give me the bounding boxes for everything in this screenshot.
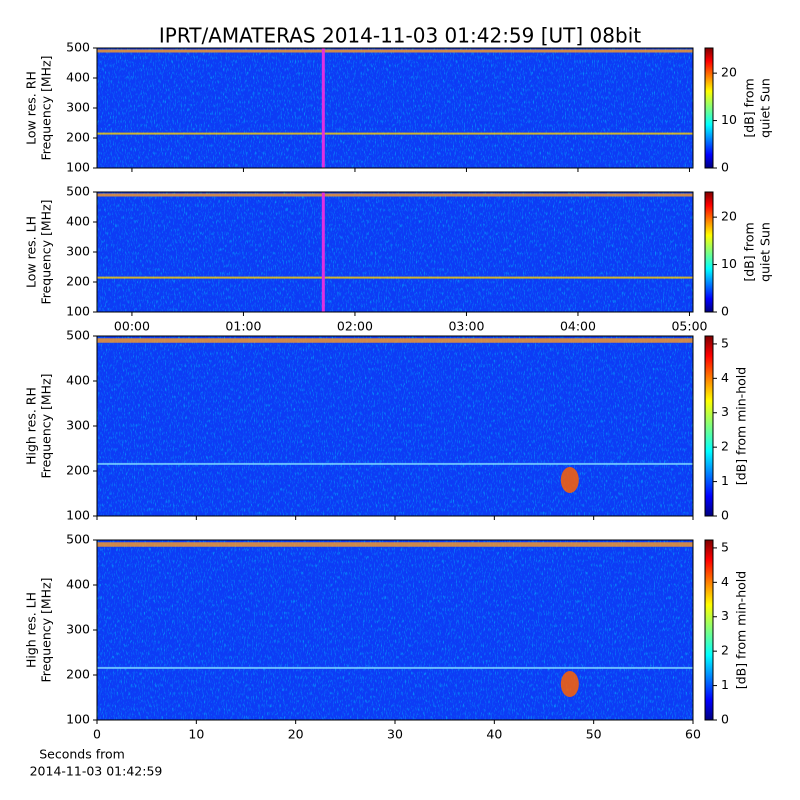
y-tick-label: 200 (66, 667, 90, 682)
burst (560, 671, 579, 697)
y-axis-label: High res. LH (24, 592, 39, 668)
colorbar-tick-label: 5 (721, 539, 729, 554)
y-axis-label: High res. RH (24, 387, 39, 465)
y-tick-label: 100 (66, 304, 90, 319)
colorbar-tick-label: 3 (721, 404, 729, 419)
band-top (97, 49, 693, 53)
spectrogram-noise (97, 48, 693, 168)
colorbar-tick-label: 10 (721, 256, 737, 271)
x-tick-label: 40 (486, 727, 502, 742)
colorbar-label: [dB] from min-hold (734, 367, 749, 485)
x-tick-label: 30 (387, 727, 403, 742)
band-top (97, 542, 693, 547)
y-tick-label: 200 (66, 130, 90, 145)
colorbar-tick-label: 3 (721, 608, 729, 623)
y-tick-label: 100 (66, 712, 90, 727)
colorbar-label: [dB] from (742, 222, 757, 281)
burst (560, 467, 579, 493)
colorbar-tick-label: 0 (721, 508, 729, 523)
y-tick-label: 400 (66, 70, 90, 85)
y-tick-label: 400 (66, 214, 90, 229)
colorbar-tick-label: 10 (721, 112, 737, 127)
y-axis-label: Low res. LH (24, 216, 39, 288)
colorbar (704, 335, 714, 517)
y-tick-label: 300 (66, 244, 90, 259)
spectrogram-noise (97, 192, 693, 312)
colorbar (704, 47, 714, 169)
colorbar-tick-label: 1 (721, 677, 729, 692)
y-tick-label: 500 (66, 40, 90, 55)
colorbar-tick-label: 5 (721, 335, 729, 350)
colorbar-tick-label: 2 (721, 439, 729, 454)
colorbar-label: [dB] from min-hold (734, 571, 749, 689)
x-tick-label: 05:00 (671, 319, 707, 334)
x-axis-label: 2014-11-03 01:42:59 (30, 764, 163, 779)
x-tick-label: 60 (685, 727, 701, 742)
spectrogram-noise (97, 540, 693, 720)
y-tick-label: 400 (66, 373, 90, 388)
x-tick-label: 00:00 (114, 319, 150, 334)
y-axis-label: Frequency [MHz] (39, 199, 54, 304)
x-tick-label: 02:00 (337, 319, 373, 334)
colorbar-tick-label: 0 (721, 160, 729, 175)
colorbar-tick-label: 2 (721, 643, 729, 658)
colorbar-tick-label: 0 (721, 712, 729, 727)
colorbar-tick-label: 0 (721, 304, 729, 319)
band-top (97, 193, 693, 197)
colorbar (704, 539, 714, 721)
x-tick-label: 10 (188, 727, 204, 742)
y-tick-label: 100 (66, 160, 90, 175)
y-tick-label: 200 (66, 463, 90, 478)
y-tick-label: 100 (66, 508, 90, 523)
colorbar-label: [dB] from (742, 78, 757, 137)
x-tick-label: 04:00 (560, 319, 596, 334)
y-axis-label: Low res. RH (24, 71, 39, 145)
colorbar-label: quiet Sun (758, 78, 773, 138)
y-axis-label: Frequency [MHz] (39, 55, 54, 160)
band-mid (97, 276, 693, 279)
y-axis-label: Frequency [MHz] (39, 373, 54, 478)
band-mid (97, 666, 693, 669)
band-top (97, 338, 693, 343)
y-tick-label: 300 (66, 418, 90, 433)
y-axis-label: Frequency [MHz] (39, 577, 54, 682)
y-tick-label: 300 (66, 100, 90, 115)
colorbar (704, 191, 714, 313)
y-tick-label: 500 (66, 328, 90, 343)
spectrogram-noise (97, 336, 693, 516)
x-axis-label: Seconds from (39, 747, 125, 762)
x-tick-label: 20 (288, 727, 304, 742)
y-tick-label: 500 (66, 184, 90, 199)
x-tick-label: 50 (586, 727, 602, 742)
y-tick-label: 200 (66, 274, 90, 289)
x-tick-label: 03:00 (448, 319, 484, 334)
figure-title: IPRT/AMATERAS 2014-11-03 01:42:59 [UT] 0… (159, 24, 641, 48)
colorbar-label: quiet Sun (758, 222, 773, 282)
colorbar-tick-label: 4 (721, 574, 729, 589)
y-tick-label: 300 (66, 622, 90, 637)
y-tick-label: 400 (66, 577, 90, 592)
band-mid (97, 462, 693, 465)
band-mid (97, 132, 693, 135)
x-tick-label: 0 (93, 727, 101, 742)
colorbar-tick-label: 20 (721, 65, 737, 80)
y-tick-label: 500 (66, 532, 90, 547)
colorbar-tick-label: 20 (721, 209, 737, 224)
colorbar-tick-label: 1 (721, 473, 729, 488)
colorbar-tick-label: 4 (721, 370, 729, 385)
x-tick-label: 01:00 (225, 319, 261, 334)
